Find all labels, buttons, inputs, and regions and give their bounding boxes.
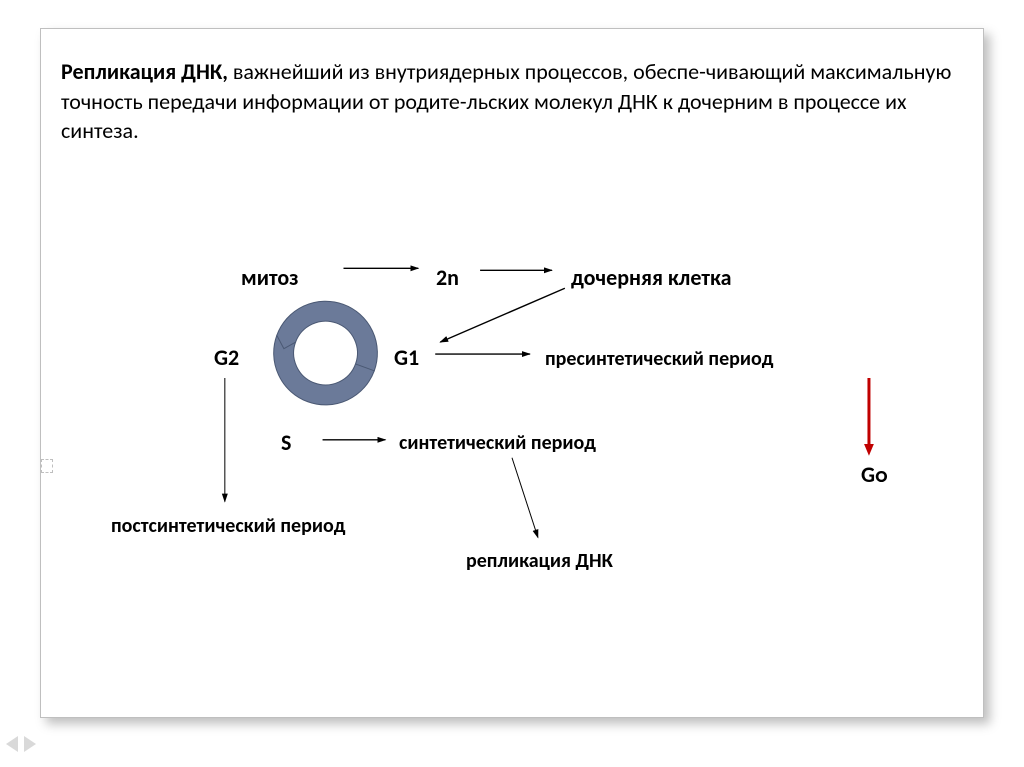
node-g0: Gᴏ: [861, 461, 888, 488]
node-2n: 2n: [436, 264, 459, 291]
nav-next-icon[interactable]: [24, 736, 36, 752]
node-presyn: пресинтетический период: [545, 347, 773, 371]
node-mitoz: митоз: [241, 264, 299, 291]
node-syn: синтетический период: [399, 431, 596, 455]
node-postsyn: постсинтетический период: [111, 514, 345, 538]
node-repl: репликация ДНК: [466, 549, 613, 573]
node-daughter: дочерняя клетка: [571, 264, 731, 291]
node-g1: G1: [394, 344, 419, 371]
node-g2: G2: [214, 344, 239, 371]
node-s: S: [281, 429, 291, 456]
slide-frame: Репликация ДНК, важнейший из внутриядерн…: [40, 28, 984, 718]
cell-cycle-diagram: митоз 2n дочерняя клетка G2 G1 пресинтет…: [41, 29, 983, 717]
nav-prev-icon[interactable]: [6, 736, 18, 752]
